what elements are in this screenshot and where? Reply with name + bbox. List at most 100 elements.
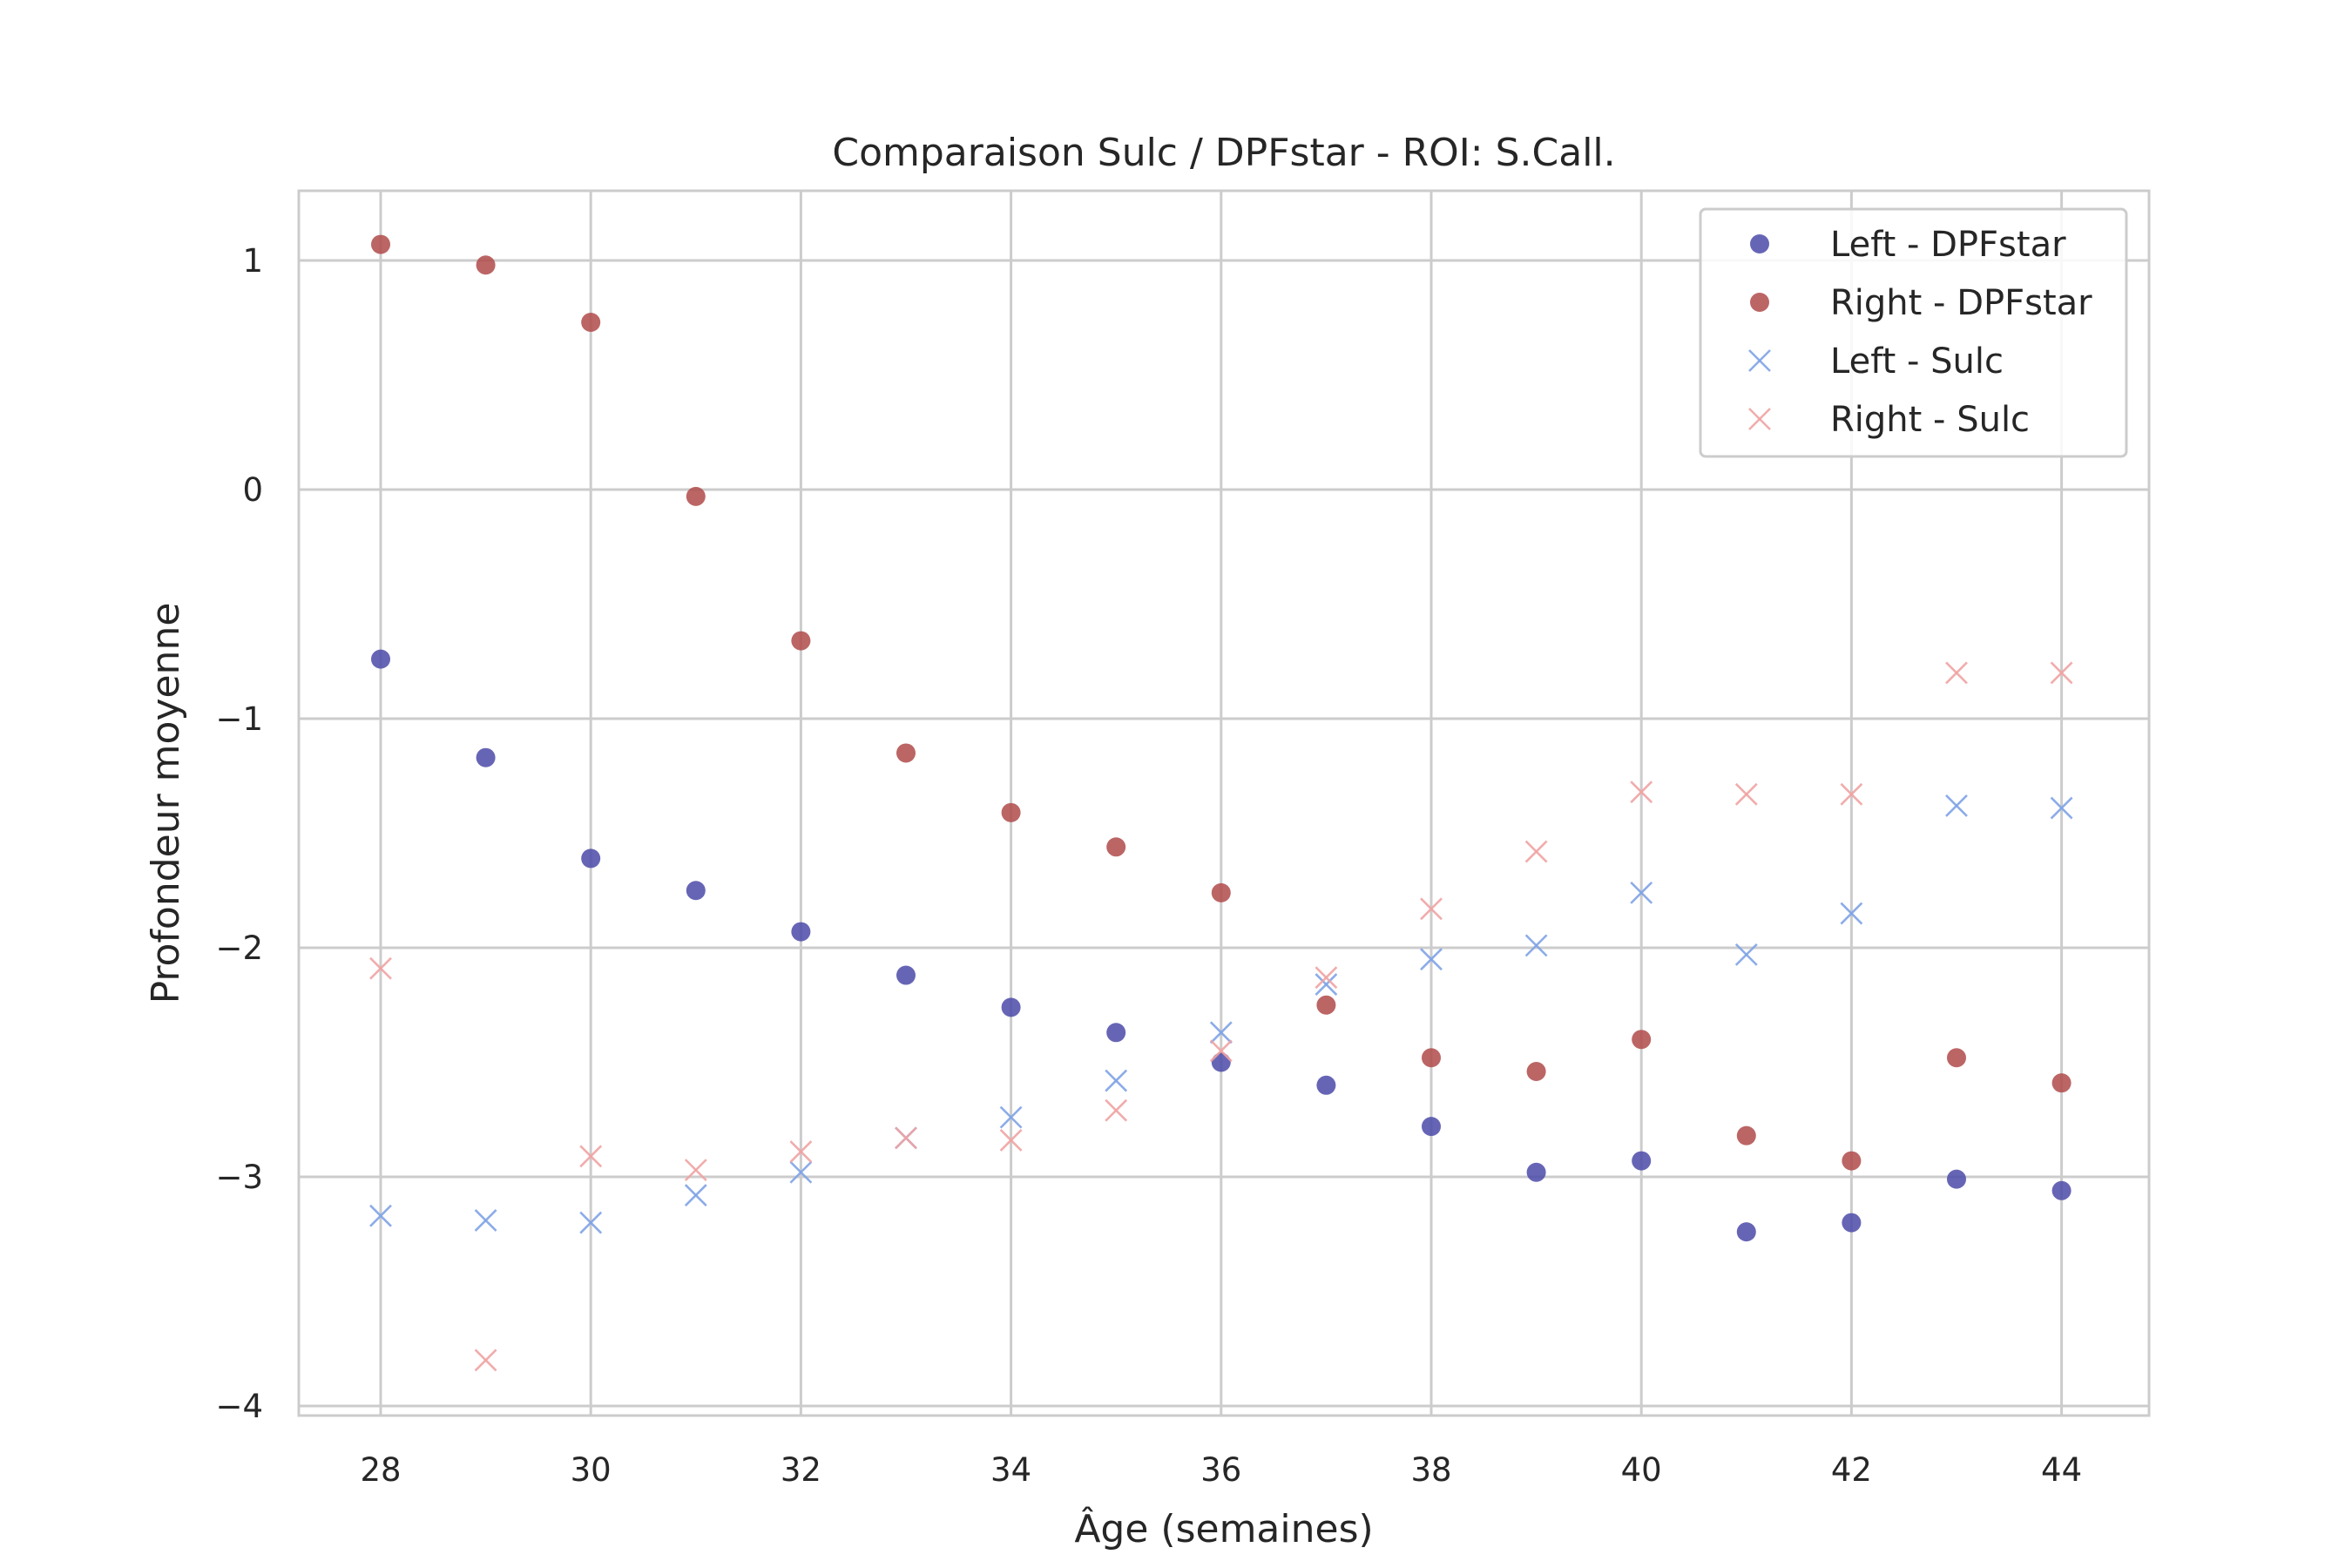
data-point xyxy=(686,486,706,506)
data-point xyxy=(896,965,916,985)
data-point xyxy=(999,1105,1023,1129)
x-tick-label: 42 xyxy=(1831,1451,1872,1489)
data-point xyxy=(1524,840,1548,863)
y-tick-label: −2 xyxy=(215,929,263,967)
data-point xyxy=(1734,782,1758,806)
data-point xyxy=(371,649,390,669)
x-tick-label: 38 xyxy=(1410,1451,1451,1489)
data-point xyxy=(1001,802,1021,822)
data-point xyxy=(1945,661,1968,685)
data-point xyxy=(369,956,392,980)
data-point xyxy=(1105,1069,1128,1092)
legend-box xyxy=(1699,207,2128,458)
data-point xyxy=(1106,1023,1126,1043)
series-1 xyxy=(371,234,2072,1171)
data-point xyxy=(684,1159,707,1182)
data-point xyxy=(1840,902,1863,925)
data-point xyxy=(1945,794,1968,817)
data-point xyxy=(2050,796,2073,820)
chart-title: Comparaison Sulc / DPFstar - ROI: S.Call… xyxy=(832,131,1615,175)
data-point xyxy=(1106,837,1126,857)
legend-marker xyxy=(1750,293,1769,312)
data-point xyxy=(1209,1021,1233,1044)
data-point xyxy=(579,1211,603,1234)
series-0 xyxy=(371,649,2072,1242)
legend-marker xyxy=(1748,408,1771,430)
data-point xyxy=(1211,882,1231,902)
legend-label: Left - DPFstar xyxy=(1830,225,2066,265)
data-point xyxy=(1632,1030,1652,1050)
x-tick-label: 44 xyxy=(2041,1451,2082,1489)
legend: Left - DPFstar Right - DPFstar Left - Sulc… xyxy=(1699,207,2128,458)
y-tick-label: 0 xyxy=(242,471,263,509)
data-point xyxy=(1734,943,1758,966)
data-point xyxy=(581,848,601,868)
data-point xyxy=(474,1209,497,1232)
x-axis-ticks: 28 30 32 34 36 38 40 42 44 xyxy=(360,1451,2082,1489)
x-tick-label: 36 xyxy=(1200,1451,1241,1489)
data-point xyxy=(581,313,601,333)
data-point xyxy=(1736,1222,1756,1242)
legend-label: Right - DPFstar xyxy=(1830,283,2092,323)
x-tick-label: 30 xyxy=(571,1451,612,1489)
y-tick-label: −1 xyxy=(215,700,263,738)
data-point xyxy=(2051,1180,2072,1200)
data-point xyxy=(1630,781,1653,804)
y-axis-ticks: −4 −3 −2 −1 0 1 xyxy=(215,242,263,1425)
data-point xyxy=(1211,1052,1231,1072)
data-point xyxy=(1420,897,1443,921)
legend-marker xyxy=(1750,234,1769,253)
data-points xyxy=(369,234,2073,1372)
data-point xyxy=(896,743,916,763)
data-point xyxy=(1420,948,1443,971)
legend-marker xyxy=(1748,349,1771,372)
data-point xyxy=(791,922,811,942)
y-axis-label: Profondeur moyenne xyxy=(144,603,188,1004)
data-point xyxy=(1842,1213,1862,1233)
data-point xyxy=(1209,1039,1233,1063)
data-point xyxy=(579,1145,603,1168)
data-point xyxy=(684,1184,707,1206)
data-point xyxy=(1315,973,1338,996)
data-point xyxy=(2051,1073,2072,1093)
data-point xyxy=(789,1160,813,1184)
y-tick-label: −3 xyxy=(215,1159,263,1196)
data-point xyxy=(1947,1169,1966,1189)
data-point xyxy=(789,1140,813,1163)
data-point xyxy=(1001,997,1021,1017)
data-point xyxy=(1315,966,1338,990)
data-point xyxy=(1526,1162,1546,1182)
data-point xyxy=(895,1126,917,1150)
x-axis-label: Âge (semaines) xyxy=(1074,1505,1373,1551)
y-tick-label: −4 xyxy=(215,1388,263,1425)
x-tick-label: 32 xyxy=(781,1451,821,1489)
x-tick-label: 40 xyxy=(1621,1451,1662,1489)
legend-label: Left - Sulc xyxy=(1830,341,2004,382)
data-point xyxy=(791,631,811,651)
y-tick-label: 1 xyxy=(242,242,263,280)
data-point xyxy=(2050,661,2073,685)
data-point xyxy=(476,747,496,767)
data-point xyxy=(1316,1075,1336,1095)
data-point xyxy=(1840,782,1863,806)
series-3 xyxy=(369,661,2073,1372)
plot-area xyxy=(297,189,2151,1417)
data-point xyxy=(1630,881,1653,904)
data-point xyxy=(476,255,496,275)
grid xyxy=(299,191,2149,1416)
data-point xyxy=(1316,995,1336,1015)
data-point xyxy=(1422,1117,1441,1137)
data-point xyxy=(686,881,706,901)
x-tick-label: 28 xyxy=(360,1451,401,1489)
data-point xyxy=(1632,1151,1652,1171)
data-point xyxy=(1422,1048,1441,1068)
data-point xyxy=(1105,1098,1128,1122)
legend-label: Right - Sulc xyxy=(1830,400,2030,440)
data-point xyxy=(369,1204,392,1227)
data-point xyxy=(1524,934,1548,957)
data-point xyxy=(1947,1048,1966,1068)
data-point xyxy=(474,1348,497,1372)
data-point xyxy=(1842,1151,1862,1171)
data-point xyxy=(1526,1062,1546,1082)
